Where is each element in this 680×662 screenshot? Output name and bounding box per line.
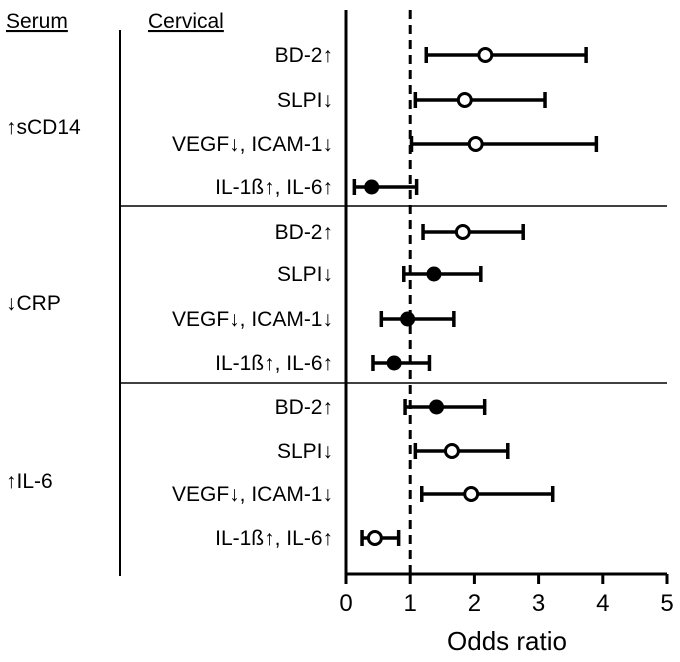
row-label: SLPI↓ — [277, 89, 333, 112]
header-serum: Serum — [6, 10, 68, 33]
estimate-point-filled — [364, 179, 380, 195]
row-label: BD-2↑ — [275, 221, 333, 244]
group-labels: ↑sCD14 ↓CRP ↑IL-6 — [6, 116, 81, 493]
row-label: VEGF↓, ICAM-1↓ — [172, 133, 333, 156]
estimate-point-filled — [400, 311, 416, 327]
row-label: SLPI↓ — [277, 440, 333, 463]
estimate-point-open — [454, 224, 471, 240]
estimate-point-open — [443, 443, 460, 459]
row-label: IL-1ß↑, IL-6↑ — [215, 352, 333, 375]
x-tick-label: 2 — [468, 590, 481, 617]
estimate-point-filled — [426, 266, 442, 282]
x-tick-label: 4 — [596, 590, 609, 617]
x-axis-ticks: 0 1 2 3 4 5 — [339, 574, 674, 617]
x-tick-label: 5 — [660, 590, 673, 617]
row-label: VEGF↓, ICAM-1↓ — [172, 483, 333, 506]
header-cervical: Cervical — [148, 10, 224, 33]
row-label: VEGF↓, ICAM-1↓ — [172, 308, 333, 331]
group-label: ↓CRP — [6, 292, 61, 315]
x-tick-label: 1 — [404, 590, 417, 617]
group-label: ↑IL-6 — [6, 470, 53, 493]
row-labels: BD-2↑ SLPI↓ VEGF↓, ICAM-1↓ IL-1ß↑, IL-6↑ BD-… — [172, 44, 333, 550]
x-axis-label: Odds ratio — [447, 626, 567, 656]
row-label: BD-2↑ — [275, 396, 333, 419]
estimate-point-open — [456, 92, 473, 108]
estimate-point-open — [463, 486, 480, 502]
plot-marks — [352, 47, 599, 546]
x-tick-label: 3 — [532, 590, 545, 617]
estimate-point-filled — [429, 399, 445, 415]
estimate-point-open — [366, 530, 383, 546]
group-label: ↑sCD14 — [6, 116, 81, 139]
row-label: IL-1ß↑, IL-6↑ — [215, 527, 333, 550]
estimate-point-filled — [386, 355, 402, 371]
estimate-point-open — [477, 47, 494, 63]
x-tick-label: 0 — [339, 590, 352, 617]
row-label: IL-1ß↑, IL-6↑ — [215, 176, 333, 199]
estimate-point-open — [467, 136, 484, 152]
row-label: SLPI↓ — [277, 263, 333, 286]
row-label: BD-2↑ — [275, 44, 333, 67]
